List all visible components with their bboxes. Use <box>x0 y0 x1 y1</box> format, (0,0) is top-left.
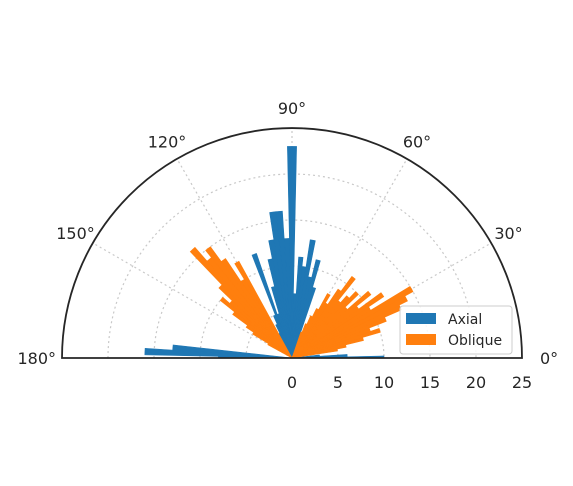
angle-tick-label: 180° <box>17 349 56 368</box>
oblique-bar <box>291 323 308 359</box>
oblique-bar <box>245 324 293 359</box>
legend-swatch-axial <box>406 313 436 324</box>
oblique-bar <box>205 246 293 359</box>
oblique-bar <box>291 288 342 359</box>
legend: Axial Oblique <box>399 305 513 355</box>
angle-tick-label: 60° <box>403 132 431 151</box>
oblique-bar <box>291 285 414 359</box>
legend-label-oblique: Oblique <box>448 333 502 349</box>
legend-label-axial: Axial <box>448 312 482 328</box>
oblique-bar <box>291 331 303 359</box>
oblique-bar <box>252 332 293 359</box>
radial-tick-label: 0 <box>287 373 297 392</box>
axial-bar <box>291 256 304 359</box>
radial-grid-circle <box>245 311 339 359</box>
oblique-bar <box>291 290 372 359</box>
angle-tick-label: 90° <box>278 99 306 118</box>
angle-tick-label: 30° <box>494 224 522 243</box>
polar-frame <box>61 127 523 359</box>
radial-tick-label: 15 <box>420 373 440 392</box>
angle-tick-label: 150° <box>56 224 95 243</box>
bars-layer <box>144 146 414 359</box>
oblique-bar <box>234 260 293 359</box>
oblique-bar <box>291 292 385 359</box>
oblique-bar <box>291 291 359 359</box>
axial-bar <box>287 146 297 359</box>
axial-bar <box>291 239 316 359</box>
angle-grid-line <box>176 158 293 359</box>
oblique-bar <box>232 311 293 359</box>
oblique-bar <box>291 308 319 359</box>
oblique-bar <box>291 295 350 359</box>
oblique-bar <box>219 296 293 359</box>
oblique-bar <box>291 315 313 359</box>
radial-tick-label: 5 <box>333 373 343 392</box>
angle-grid-line <box>291 158 408 359</box>
oblique-bar <box>267 343 293 359</box>
oblique-bar <box>218 284 293 359</box>
angle-tick-label: 0° <box>540 349 558 368</box>
legend-swatch-oblique <box>406 334 436 345</box>
axial-bar <box>291 259 321 359</box>
angle-tick-labels: 0° 30° 60° 90° 120° 150° 180° <box>17 99 558 368</box>
radial-tick-labels: 0 5 10 15 20 25 <box>287 373 532 392</box>
radial-tick-label: 20 <box>466 373 486 392</box>
radial-tick-label: 25 <box>512 373 532 392</box>
angle-tick-label: 120° <box>148 132 187 151</box>
angle-grid-line <box>92 242 293 359</box>
oblique-bar <box>189 246 293 359</box>
axial-bar <box>144 348 293 359</box>
oblique-bar <box>291 275 356 359</box>
oblique-bar <box>291 293 331 359</box>
radial-tick-label: 10 <box>374 373 394 392</box>
